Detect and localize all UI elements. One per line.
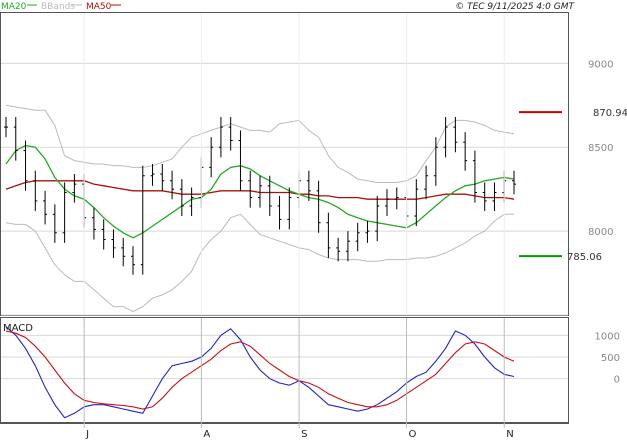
legend: MA20 BBands MA50 xyxy=(1,2,121,12)
macd-grid xyxy=(1,334,568,380)
macd-series-signal xyxy=(5,330,515,410)
price-tick-label: 9000 xyxy=(588,59,613,70)
month-tick-label: O xyxy=(409,429,417,440)
month-tick-label: J xyxy=(85,429,89,440)
macd-tick-label: 0 xyxy=(614,375,620,386)
series-ma20 xyxy=(5,144,515,239)
price-panel xyxy=(0,12,569,316)
month-tick-label: S xyxy=(301,429,307,440)
macd-tick-label: 500 xyxy=(601,353,620,364)
macd-series-macd xyxy=(5,326,515,419)
price-y-axis: 8000 8500 9000 xyxy=(588,59,613,238)
price-levels: 870.94 785.06 xyxy=(519,108,627,263)
price-bars xyxy=(4,117,516,275)
macd-series xyxy=(5,326,515,419)
series-bband-lower xyxy=(5,213,514,313)
month-tick-label: N xyxy=(506,429,513,440)
copyright-text: © TEC 9/11/2025 4:0 GMT xyxy=(455,2,575,12)
macd-tick-label: 1000 xyxy=(595,331,620,342)
price-tick-label: 8500 xyxy=(588,143,613,154)
month-tick-label: A xyxy=(203,429,210,440)
legend-ma20: MA20 xyxy=(1,2,27,12)
level-label: 785.06 xyxy=(567,252,602,263)
series-bband-upper xyxy=(5,104,515,183)
price-grid xyxy=(1,62,568,316)
legend-ma50: MA50 xyxy=(86,2,112,12)
macd-y-axis: 0 500 1000 xyxy=(595,331,620,385)
price-tick-label: 8000 xyxy=(588,227,613,238)
level-label: 870.94 xyxy=(593,108,627,119)
macd-title: MACD xyxy=(3,323,33,334)
legend-bbands: BBands xyxy=(41,2,75,12)
